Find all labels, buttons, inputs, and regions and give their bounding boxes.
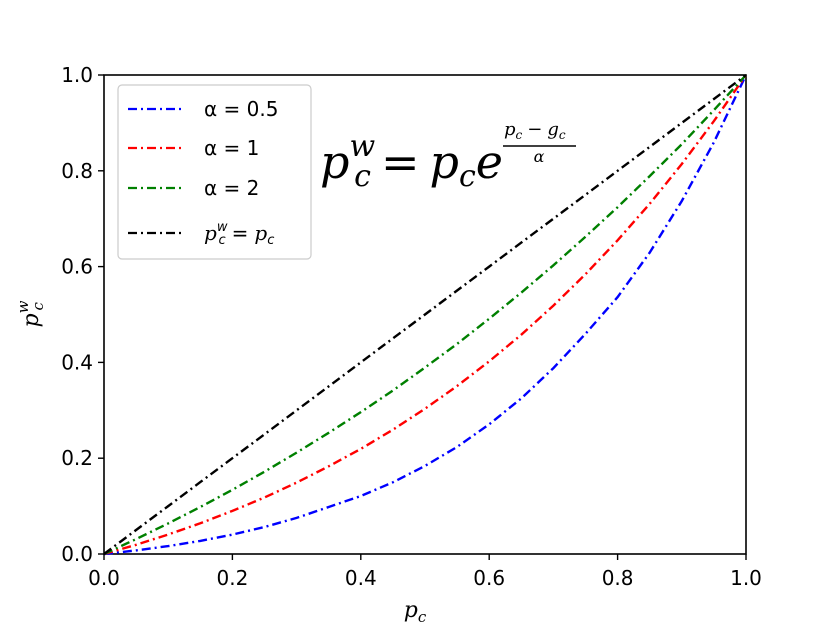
- series-line-3: [103, 74, 747, 555]
- svg-text:pwc: pwc: [14, 300, 47, 327]
- tick-layer: 0.0 0.2 0.4 0.6 0.8 1.0 0.0 0.2 0.4 0.6 0.8 1.0: [61, 63, 762, 590]
- y-axis-label: pwc: [14, 300, 47, 327]
- y-tick-label: 0.2: [61, 446, 93, 470]
- series-line-2: [103, 74, 747, 556]
- svg-text:pc−gc: pc − gc: [504, 119, 566, 142]
- legend-label-alpha-0-5: α = 0.5: [204, 97, 278, 121]
- x-axis-label: pc: [404, 598, 427, 623]
- x-tick-label: 0.6: [473, 566, 505, 590]
- x-tick-label: 0.4: [345, 566, 377, 590]
- legend-label-alpha-2: α = 2: [204, 176, 259, 200]
- x-tick-label: 0.2: [216, 566, 248, 590]
- x-tick-label: 0.0: [88, 566, 120, 590]
- legend-box: [117, 84, 312, 260]
- y-tick-label: 0.8: [61, 159, 93, 183]
- x-tick-label: 1.0: [730, 566, 762, 590]
- formula-annotation: pw c = pce pc − gc α: [320, 119, 576, 194]
- series-line-0: [103, 74, 748, 556]
- legend: α = 0.5 α = 1 α = 2 pw c = pc: [117, 84, 312, 260]
- plot-area-frame: [103, 74, 747, 555]
- y-tick-label: 0.4: [61, 350, 93, 374]
- y-tick-label: 0.0: [61, 542, 93, 566]
- legend-label-alpha-1: α = 1: [204, 136, 259, 160]
- x-tick-label: 0.8: [602, 566, 634, 590]
- svg-text:α: α: [534, 147, 545, 166]
- svg-text:pwc=pce: pw c = pce: [320, 129, 503, 194]
- y-tick-label: 1.0: [61, 63, 93, 87]
- y-tick-label: 0.6: [61, 255, 93, 279]
- series-layer: [103, 74, 748, 556]
- legend-label-identity: pw c = pc: [204, 220, 274, 248]
